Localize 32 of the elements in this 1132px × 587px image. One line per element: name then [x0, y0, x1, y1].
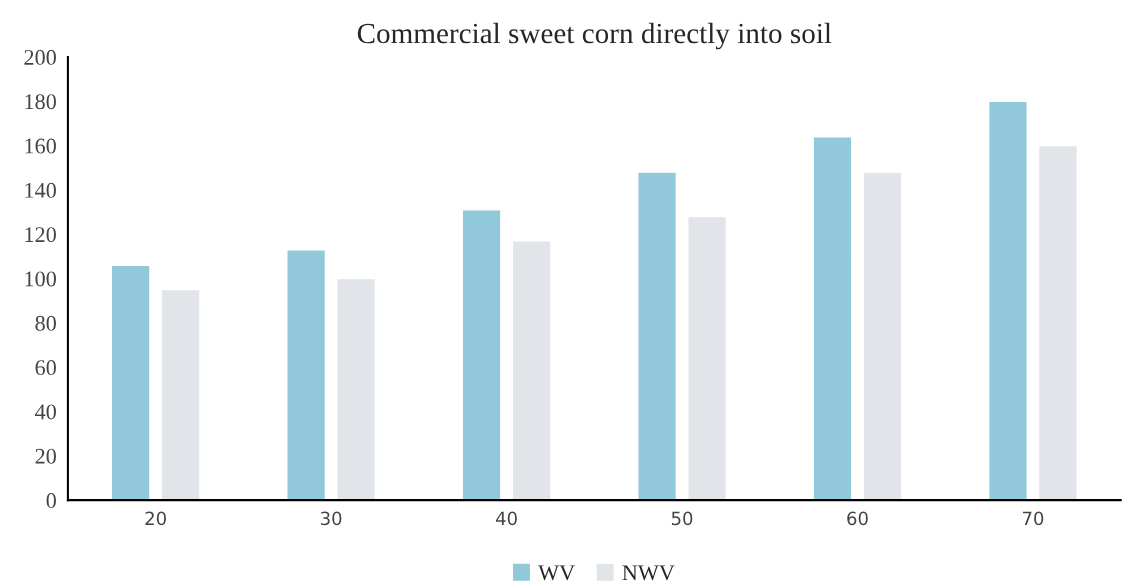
y-tick-label: 180	[25, 94, 56, 110]
y-tick-label: 120	[25, 227, 56, 243]
y-tick-label: 80	[35, 315, 56, 331]
bar	[110, 264, 151, 501]
bar	[1037, 144, 1078, 501]
legend-label: WV	[538, 565, 575, 581]
x-tick-label: 70	[1022, 511, 1044, 526]
y-tick-label: 160	[25, 138, 56, 154]
bar	[511, 240, 552, 501]
bar	[160, 288, 201, 501]
bar	[687, 215, 728, 501]
x-tick-label: 40	[495, 511, 517, 526]
bar	[987, 100, 1028, 501]
x-tick-label: 60	[847, 511, 868, 526]
y-tick-label: 40	[35, 404, 56, 420]
bar	[812, 136, 853, 501]
x-tick-label: 20	[145, 511, 166, 526]
bar	[637, 171, 678, 501]
x-tick-label: 30	[321, 511, 342, 526]
y-tick-label: 20	[35, 448, 56, 464]
bar	[862, 171, 903, 501]
bar	[286, 249, 327, 501]
y-tick-label: 0	[46, 493, 56, 509]
legend-label: NWV	[622, 565, 675, 581]
y-tick-label: 100	[25, 271, 56, 287]
bar	[461, 209, 502, 501]
x-tick-label: 50	[671, 511, 693, 526]
bar	[336, 277, 377, 501]
y-tick-label: 200	[24, 49, 56, 65]
y-tick-label: 140	[25, 182, 56, 198]
chart-title: Commercial sweet corn directly into soil	[357, 22, 832, 50]
y-tick-label: 60	[35, 360, 56, 376]
